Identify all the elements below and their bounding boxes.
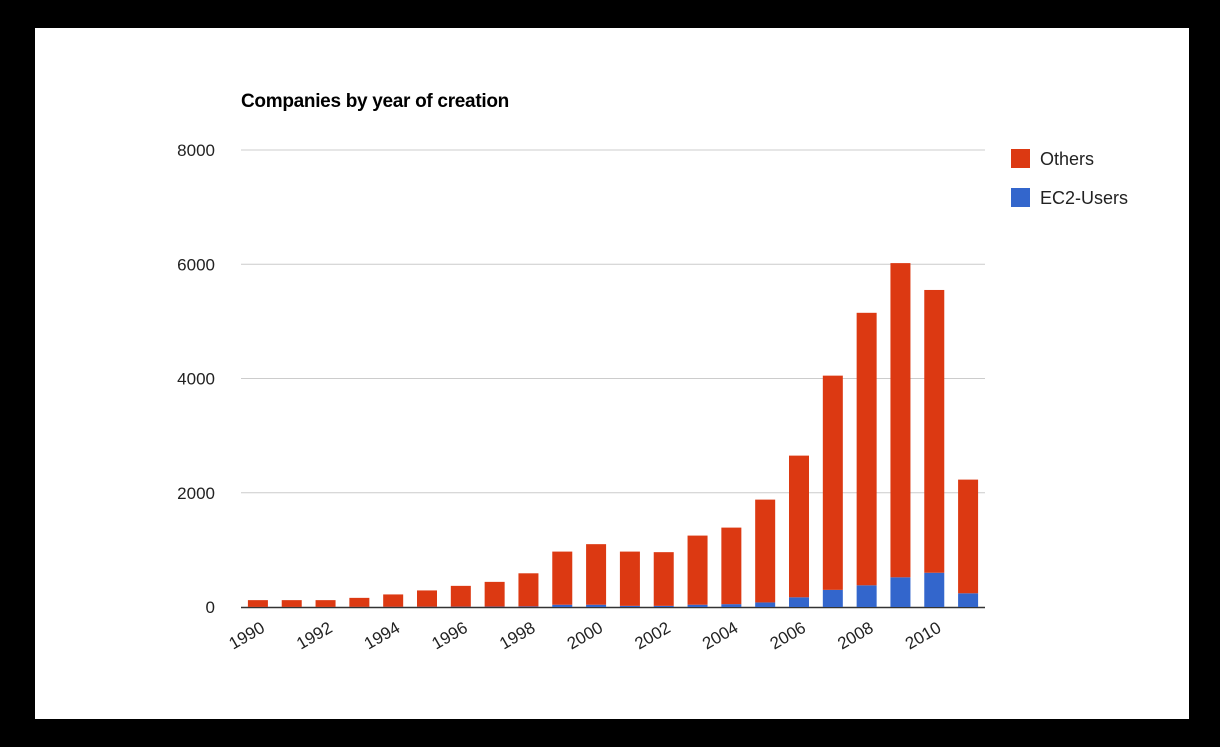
y-tick-label: 0 bbox=[206, 598, 215, 617]
x-tick-label: 2004 bbox=[699, 618, 741, 653]
legend: Others EC2-Users bbox=[1011, 149, 1128, 208]
bar-ec2-users-2003 bbox=[687, 604, 708, 607]
bar-others-2008 bbox=[856, 312, 877, 586]
bar-ec2-users-2011 bbox=[958, 593, 979, 607]
y-axis: 0 2000 4000 6000 8000 bbox=[177, 141, 215, 617]
bar-ec2-users-2008 bbox=[856, 585, 877, 607]
bar-others-2002 bbox=[653, 552, 674, 606]
bar-ec2-users-2005 bbox=[755, 602, 776, 607]
bar-ec2-users-2007 bbox=[822, 589, 843, 607]
bar-others-2006 bbox=[789, 455, 809, 598]
x-tick-label: 2000 bbox=[564, 618, 606, 653]
legend-swatch bbox=[1011, 188, 1030, 207]
bar-ec2-users-2009 bbox=[890, 577, 911, 607]
bar-ec2-users-2002 bbox=[653, 605, 674, 607]
x-tick-label: 1994 bbox=[361, 618, 403, 653]
chart-frame: Companies by year of creation 0 2000 4000 6… bbox=[35, 28, 1189, 719]
bar-others-2000 bbox=[586, 544, 607, 605]
x-axis: 1990 1992 1994 1996 1998 2000 2002 2004 2006 2008… bbox=[226, 618, 945, 653]
bar-ec2-users-2006 bbox=[789, 597, 809, 607]
x-tick-label: 1990 bbox=[226, 618, 268, 653]
y-tick-label: 4000 bbox=[177, 370, 215, 389]
bar-others-1991 bbox=[281, 600, 302, 607]
bar-ec2-users-1998 bbox=[518, 606, 539, 607]
bar-others-2011 bbox=[958, 479, 979, 594]
bar-others-2004 bbox=[721, 527, 742, 605]
bar-others-2009 bbox=[890, 263, 911, 578]
x-tick-label: 1996 bbox=[429, 618, 471, 653]
y-tick-label: 8000 bbox=[177, 141, 215, 160]
bar-others-1994 bbox=[383, 594, 404, 607]
bar-others-2003 bbox=[687, 535, 708, 605]
bar-ec2-users-2004 bbox=[721, 604, 742, 607]
legend-swatch bbox=[1011, 149, 1030, 168]
bar-ec2-users-1999 bbox=[552, 604, 573, 607]
x-tick-label: 2008 bbox=[834, 618, 876, 653]
bar-others-2007 bbox=[822, 375, 843, 590]
bar-others-1993 bbox=[349, 597, 370, 607]
bar-others-1998 bbox=[518, 573, 539, 607]
bar-others-1990 bbox=[247, 600, 268, 607]
legend-label: EC2-Users bbox=[1040, 188, 1128, 208]
bar-ec2-users-2001 bbox=[619, 605, 640, 607]
bar-others-1999 bbox=[552, 551, 573, 605]
x-tick-label: 2010 bbox=[902, 618, 944, 653]
x-tick-label: 1998 bbox=[496, 618, 538, 653]
bar-others-2001 bbox=[619, 551, 640, 606]
bar-ec2-users-2000 bbox=[586, 604, 607, 607]
y-tick-label: 6000 bbox=[177, 255, 215, 274]
x-tick-label: 1992 bbox=[293, 618, 335, 653]
bar-others-2005 bbox=[755, 499, 776, 603]
bar-others-2010 bbox=[924, 289, 945, 573]
legend-label: Others bbox=[1040, 149, 1094, 169]
bar-others-1996 bbox=[450, 585, 471, 607]
chart-title: Companies by year of creation bbox=[241, 91, 509, 112]
bar-others-1995 bbox=[417, 590, 437, 607]
bars bbox=[247, 263, 979, 607]
bar-others-1992 bbox=[315, 600, 336, 607]
bar-others-1997 bbox=[484, 581, 505, 607]
y-tick-label: 2000 bbox=[177, 484, 215, 503]
chart: Companies by year of creation 0 2000 4000 6… bbox=[177, 91, 1128, 653]
x-tick-label: 2002 bbox=[631, 618, 673, 653]
x-tick-label: 2006 bbox=[767, 618, 809, 653]
bar-ec2-users-2010 bbox=[924, 572, 945, 607]
